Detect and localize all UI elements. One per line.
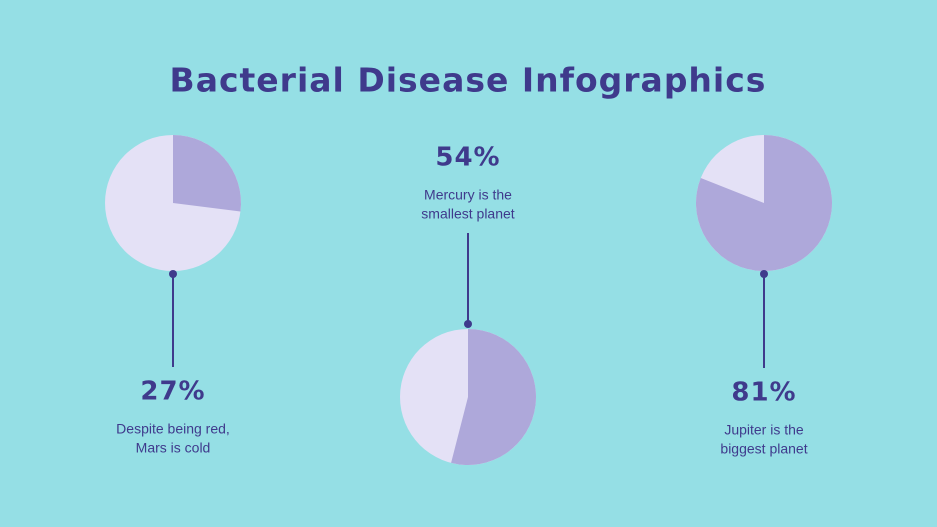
description: Jupiter is the — [724, 422, 804, 438]
percentage: 27% — [140, 377, 205, 407]
pie-slice — [173, 135, 241, 212]
percentage: 54% — [435, 143, 500, 173]
description: Mercury is the — [424, 187, 512, 203]
percentage: 81% — [731, 378, 796, 408]
pie-slice — [696, 135, 833, 271]
description: biggest planet — [720, 441, 807, 457]
connector-dot — [760, 270, 768, 278]
description: smallest planet — [421, 206, 514, 222]
connector-dot — [169, 270, 177, 278]
pie-slice — [451, 329, 536, 465]
description: Mars is cold — [136, 440, 211, 456]
connector-dot — [464, 320, 472, 328]
title: Bacterial Disease Infographics — [170, 61, 767, 100]
description: Despite being red, — [116, 421, 230, 437]
